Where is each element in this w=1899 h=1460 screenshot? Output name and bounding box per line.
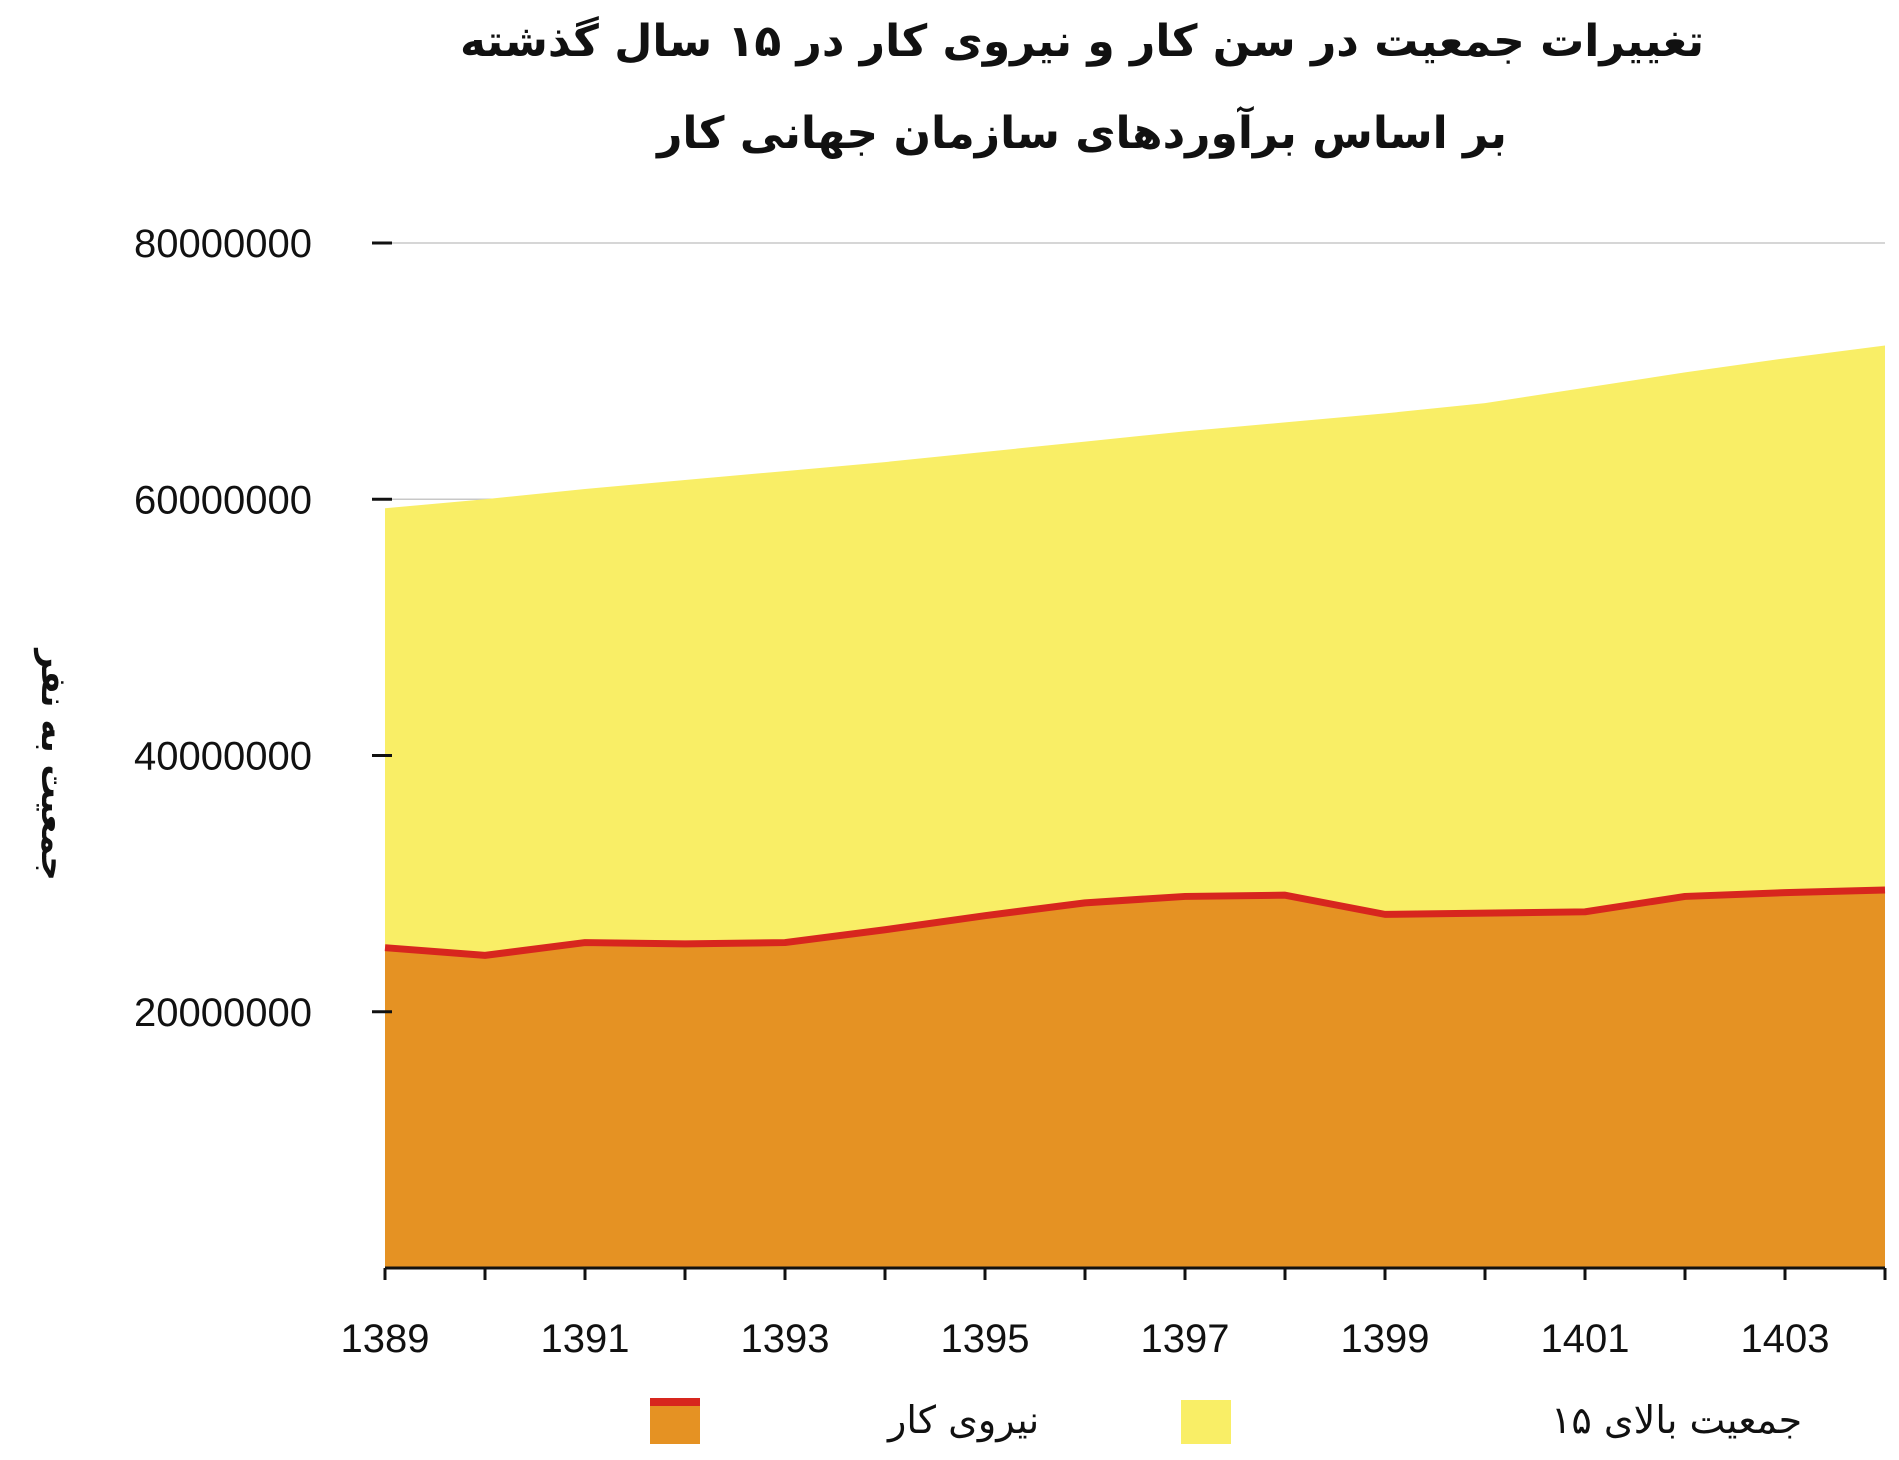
axes [372,241,1887,1280]
y-axis-label: جمعیت به نفر [33,647,73,881]
legend-item-labor-force: نیروی کار [650,1398,1039,1444]
x-tick-label-1395: 1395 [941,1317,1030,1361]
legend: نیروی کار جمعیت بالای ۱۵ [650,1398,1802,1444]
x-tick-label-1399: 1399 [1341,1317,1430,1361]
legend-label-labor-force: نیروی کار [886,1398,1039,1443]
y-tick-label-20000000: 20000000 [134,991,312,1035]
legend-swatch-labor-force [650,1400,700,1444]
chart-title-line2: بر اساس برآوردهای سازمان جهانی کار [655,105,1507,159]
x-tick-label-1397: 1397 [1141,1317,1230,1361]
y-tick-label-60000000: 60000000 [134,478,312,522]
area-series [385,345,1885,1268]
legend-swatch-population [1181,1400,1231,1444]
line-series [384,886,1886,959]
area-population [385,345,1885,956]
x-tick-label-1401: 1401 [1541,1317,1630,1361]
line-labor-force [384,886,1886,959]
x-tick-label-1393: 1393 [741,1317,830,1361]
x-tick-label-1389: 1389 [341,1317,430,1361]
legend-label-population: جمعیت بالای ۱۵ [1551,1398,1802,1442]
legend-swatch-labor-force-line [650,1398,700,1406]
x-tick-label-1403: 1403 [1741,1317,1830,1361]
chart-title-line1: تغییرات جمعیت در سن کار و نیروی کار در ۱… [460,15,1704,67]
legend-item-population: جمعیت بالای ۱۵ [1181,1398,1802,1444]
y-tick-label-80000000: 80000000 [134,222,312,266]
y-tick-label-40000000: 40000000 [134,735,312,779]
x-tick-label-1391: 1391 [541,1317,630,1361]
area-labor-force [385,890,1885,1268]
y-axis-tick-labels: 20000000 40000000 60000000 80000000 [134,222,312,1035]
x-axis-tick-labels: 1389 1391 1393 1395 1397 1399 1401 1403 [341,1317,1830,1361]
